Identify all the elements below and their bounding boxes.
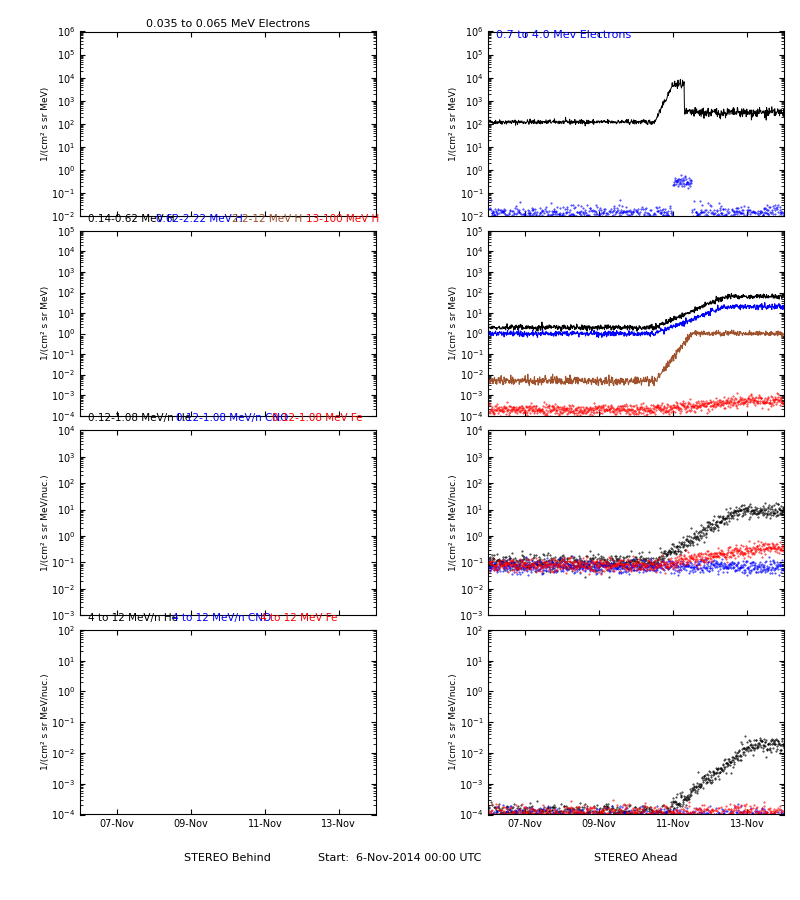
Text: 2.2-12 MeV H: 2.2-12 MeV H <box>232 213 302 224</box>
Text: STEREO Ahead: STEREO Ahead <box>594 853 678 863</box>
Y-axis label: 1/(cm² s sr MeV): 1/(cm² s sr MeV) <box>41 86 50 161</box>
Text: 0.12-1.08 MeV/n He: 0.12-1.08 MeV/n He <box>88 413 191 423</box>
Y-axis label: 1/(cm² s sr MeV/nuc.): 1/(cm² s sr MeV/nuc.) <box>449 674 458 770</box>
Text: 4 to 12 MeV Fe: 4 to 12 MeV Fe <box>260 613 338 623</box>
Y-axis label: 1/(cm² s sr MeV/nuc.): 1/(cm² s sr MeV/nuc.) <box>41 474 50 571</box>
Y-axis label: 1/(cm² s sr MeV): 1/(cm² s sr MeV) <box>449 286 458 360</box>
Text: 0.14-0.62 MeV H: 0.14-0.62 MeV H <box>88 213 174 224</box>
Text: 13-100 MeV H: 13-100 MeV H <box>306 213 380 224</box>
Text: STEREO Behind: STEREO Behind <box>185 853 271 863</box>
Text: 0.7 to 4.0 Mev Electrons: 0.7 to 4.0 Mev Electrons <box>496 30 631 40</box>
Y-axis label: 1/(cm² s sr MeV): 1/(cm² s sr MeV) <box>41 286 50 360</box>
Text: 0.12-1.08 MeV Fe: 0.12-1.08 MeV Fe <box>272 413 362 423</box>
Y-axis label: 1/(cm² s sr MeV/nuc.): 1/(cm² s sr MeV/nuc.) <box>449 474 458 571</box>
Text: 0.12-1.08 MeV/n CNO: 0.12-1.08 MeV/n CNO <box>176 413 288 423</box>
Text: 4 to 12 MeV/n CNO: 4 to 12 MeV/n CNO <box>172 613 271 623</box>
Text: 4 to 12 MeV/n He: 4 to 12 MeV/n He <box>88 613 178 623</box>
Text: 0.62-2.22 MeV H: 0.62-2.22 MeV H <box>156 213 242 224</box>
Title: 0.035 to 0.065 MeV Electrons: 0.035 to 0.065 MeV Electrons <box>146 19 310 30</box>
Y-axis label: 1/(cm² s sr MeV): 1/(cm² s sr MeV) <box>449 86 458 161</box>
Y-axis label: 1/(cm² s sr MeV/nuc.): 1/(cm² s sr MeV/nuc.) <box>41 674 50 770</box>
Text: Start:  6-Nov-2014 00:00 UTC: Start: 6-Nov-2014 00:00 UTC <box>318 853 482 863</box>
